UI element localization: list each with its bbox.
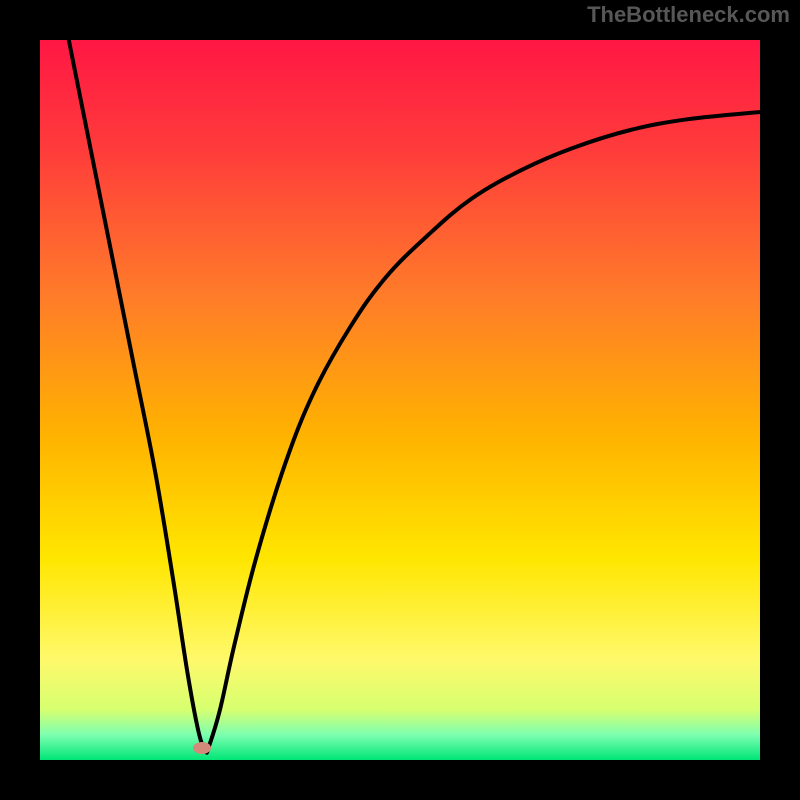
watermark-text: TheBottleneck.com — [587, 2, 790, 28]
curve-path — [69, 40, 760, 753]
chart-root: TheBottleneck.com — [0, 0, 800, 800]
plot-area — [40, 40, 760, 760]
bottleneck-curve — [40, 40, 760, 760]
optimum-marker — [193, 742, 211, 754]
